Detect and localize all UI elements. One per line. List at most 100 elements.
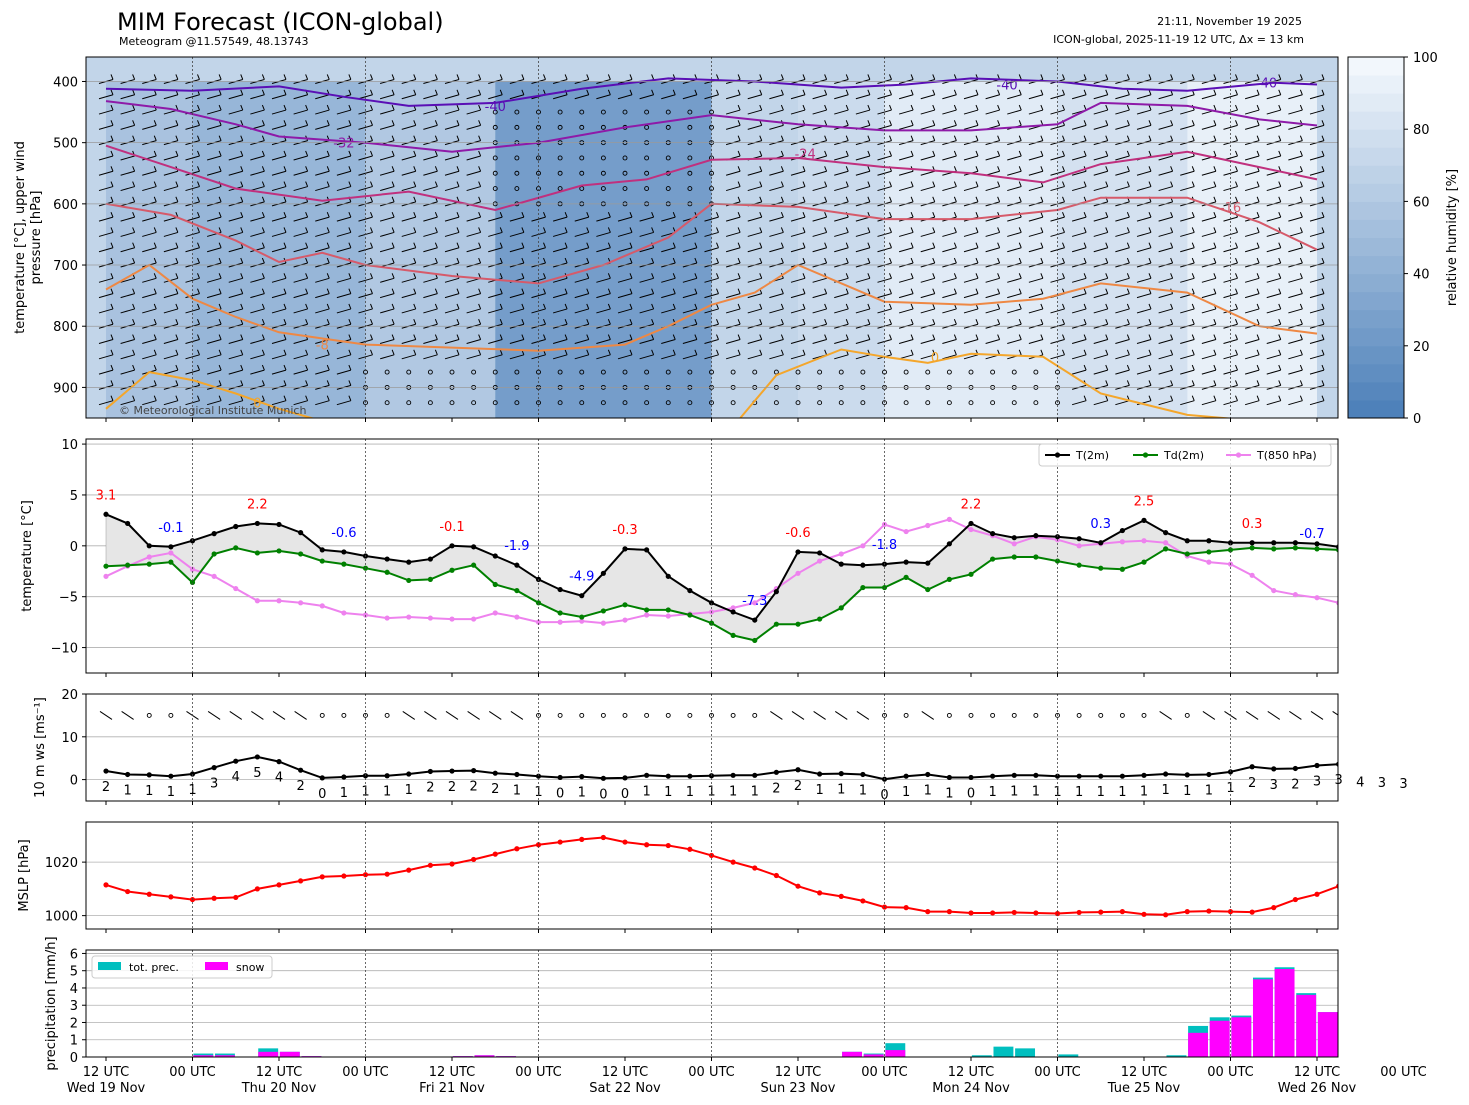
series-point	[406, 614, 412, 620]
wind-barb	[1007, 227, 1022, 237]
wind-barb	[315, 288, 330, 299]
wind-barb	[163, 242, 179, 253]
wind-barb	[206, 150, 222, 161]
wind-barb	[1136, 120, 1152, 130]
wind-barb-calm	[687, 155, 693, 161]
precip-ytick-label: 3	[70, 999, 78, 1014]
wind-barb	[920, 273, 936, 283]
wind-barb	[639, 349, 655, 360]
wind-barb-calm	[860, 400, 866, 406]
isotherm-line	[105, 100, 1318, 153]
surface-wind-barb	[467, 710, 480, 720]
wind-barb	[423, 334, 438, 344]
wind-barb	[423, 349, 438, 360]
wind-barb	[1093, 349, 1109, 360]
wind-barb	[401, 211, 417, 222]
wind-barb-calm	[622, 400, 628, 406]
series-point	[773, 589, 779, 595]
wind-barb	[898, 288, 914, 299]
series-point	[752, 617, 758, 623]
colorbar-segment	[1348, 363, 1404, 383]
wind-barb	[725, 303, 741, 314]
series-point	[838, 551, 844, 557]
wind-barb	[942, 349, 957, 360]
wind-barb	[725, 273, 741, 283]
series-point	[1271, 540, 1277, 546]
wind-barb	[401, 288, 417, 299]
series-point	[903, 528, 909, 535]
wind-barb	[1288, 104, 1303, 115]
upper-air-ytick-label: 800	[53, 320, 78, 335]
series-point	[946, 541, 952, 547]
series-point	[1336, 544, 1338, 550]
run-time: 21:11, November 19 2025	[1157, 15, 1302, 28]
wind-barb	[206, 349, 222, 360]
wind-barb-calm	[817, 369, 823, 375]
legend-label: Td(2m)	[1163, 449, 1204, 462]
colorbar-segment	[1348, 381, 1404, 401]
mslp-point	[319, 874, 325, 880]
series-point	[535, 600, 542, 606]
legend-swatch	[205, 962, 228, 970]
wind-barb	[1158, 166, 1174, 176]
wind-barb	[985, 303, 1001, 314]
wind-barb	[509, 288, 525, 299]
mslp-point	[795, 883, 801, 889]
wind-barb	[1115, 89, 1130, 100]
wind-barb	[552, 288, 568, 299]
wind-barb	[466, 181, 482, 192]
wind-barb	[855, 104, 871, 115]
wind-barb	[488, 349, 503, 360]
wind-barb	[163, 364, 179, 375]
wind-barb	[379, 120, 395, 130]
wind-barb	[1266, 150, 1282, 161]
wind-barb	[336, 211, 352, 222]
wind-barb	[444, 181, 460, 192]
wind-barb	[1158, 227, 1174, 237]
wind-speed-point	[1141, 772, 1147, 778]
wind-barb	[315, 181, 330, 192]
isotherm-line	[105, 144, 1318, 212]
wind-barb-calm	[492, 109, 498, 115]
series-point	[514, 614, 520, 620]
wind-barb	[379, 104, 395, 115]
wind-barb	[1309, 120, 1325, 130]
wind-barb	[639, 273, 655, 283]
wind-barb	[1180, 303, 1195, 314]
colorbar-segment	[1348, 165, 1404, 184]
series-point	[860, 584, 866, 591]
mslp-point	[406, 867, 412, 873]
wind-barb	[142, 273, 157, 283]
extreme-label: -0.7	[1299, 527, 1324, 542]
wind-barb	[466, 89, 482, 100]
wind-barb	[1007, 334, 1022, 344]
wind-barb	[250, 150, 265, 161]
wind-speed-point	[838, 771, 844, 777]
time-tick-label: 00 UTC	[169, 1065, 215, 1080]
precip-bar	[1209, 1020, 1230, 1057]
series-point	[1314, 541, 1320, 547]
surface-wind-barb	[813, 710, 826, 720]
wind-barb-calm	[514, 109, 520, 115]
wind-barb	[942, 181, 957, 192]
wind-barb	[790, 242, 806, 253]
wind-barb-calm	[384, 369, 390, 375]
wind-barb-calm	[600, 124, 606, 130]
series-point	[990, 556, 996, 562]
wind-barb	[120, 303, 136, 314]
series-point	[687, 587, 693, 594]
wind-barb	[120, 211, 136, 222]
wind-barb	[1266, 89, 1282, 100]
wind-barb-calm	[579, 400, 585, 406]
series-point	[600, 608, 606, 614]
wind-barb	[963, 288, 979, 299]
precip-bar	[1339, 1021, 1359, 1057]
wind-barb-calm	[644, 369, 650, 375]
wind-barb	[271, 288, 287, 299]
wind-speed-point	[1336, 761, 1338, 767]
wind-barb	[985, 227, 1001, 237]
wind-barb	[855, 334, 871, 344]
temperature-legend: T(2m) Td(2m) T(850 hPa)	[1038, 443, 1332, 467]
wind-barb	[574, 334, 590, 344]
wind-barb-calm	[644, 186, 650, 192]
